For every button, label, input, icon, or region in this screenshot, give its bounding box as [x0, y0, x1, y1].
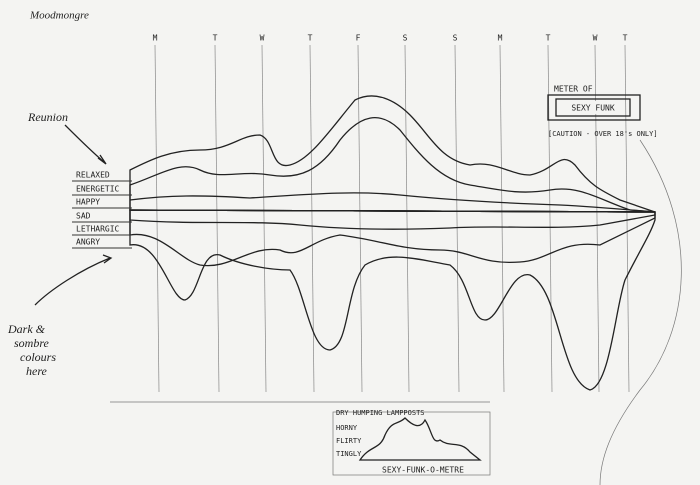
title: Moodmongre: [29, 10, 89, 22]
mood-label: LETHARGIC: [76, 225, 120, 234]
day-label: M: [498, 34, 503, 43]
meter-label: SEXY FUNK: [571, 104, 615, 113]
mood-labels: RELAXED ENERGETIC HAPPY SAD LETHARGIC ANGRY: [72, 171, 132, 249]
stream-graph: [129, 95, 656, 391]
day-line: [499, 44, 505, 393]
funk-level: HORNY: [336, 424, 358, 432]
reunion-arrow: [64, 124, 107, 165]
day-line: [154, 44, 160, 393]
day-line: [357, 44, 363, 393]
day-line: [261, 44, 267, 393]
meter-inner: [555, 98, 631, 117]
funk-title: SEXY-FUNK-O-METRE: [382, 466, 464, 475]
energetic-stream: [129, 117, 656, 213]
happy-stream: [129, 192, 656, 213]
funk-level: DRY HUMPING LAMPPOSTS: [336, 409, 425, 417]
lethargic-stream: [129, 209, 656, 267]
day-line: [214, 44, 220, 393]
dark-note-line: sombre: [14, 336, 50, 350]
mood-label: SAD: [76, 212, 91, 221]
meter-title: METER OF: [554, 85, 593, 94]
funk-frame: [332, 411, 491, 476]
day-label: S: [403, 34, 408, 43]
meter-caution: [CAUTION - OVER 18's ONLY]: [548, 130, 658, 138]
day-label: T: [213, 34, 218, 43]
dark-note-line: here: [26, 364, 48, 378]
day-label: F: [356, 34, 361, 43]
day-line: [624, 44, 630, 393]
angry-stream: [129, 209, 656, 391]
meter-frame: [547, 94, 641, 121]
funk-o-metre: DRY HUMPING LAMPPOSTS HORNY FLIRTY TINGLY S…: [332, 409, 491, 476]
mood-label: ENERGETIC: [76, 185, 120, 194]
funk-level: TINGLY: [336, 450, 362, 458]
day-label: W: [260, 34, 265, 43]
dark-note-line: Dark &: [7, 322, 46, 336]
day-line: [404, 44, 410, 393]
day-label: W: [593, 34, 598, 43]
meter-label-bg: [562, 101, 624, 114]
mood-label: HAPPY: [76, 198, 100, 207]
day-label: M: [153, 34, 158, 43]
sad-stream: [129, 209, 656, 230]
meter: METER OF SEXY FUNK [CAUTION - OVER 18's …: [547, 85, 658, 138]
day-line: [547, 44, 553, 393]
reunion-note: Reunion: [27, 110, 68, 124]
funk-stream: [358, 417, 482, 461]
funk-level: FLIRTY: [336, 437, 362, 445]
dark-arrow: [34, 254, 113, 306]
day-label: T: [308, 34, 313, 43]
day-line: [309, 44, 315, 393]
mood-label: RELAXED: [76, 171, 110, 180]
dark-note-line: colours: [20, 350, 56, 364]
day-label: S: [453, 34, 458, 43]
day-line: [454, 44, 460, 393]
relaxed-stream: [129, 95, 656, 213]
center-line: [129, 209, 656, 213]
day-label: T: [623, 34, 628, 43]
day-label: T: [546, 34, 551, 43]
mood-label: ANGRY: [76, 238, 100, 247]
